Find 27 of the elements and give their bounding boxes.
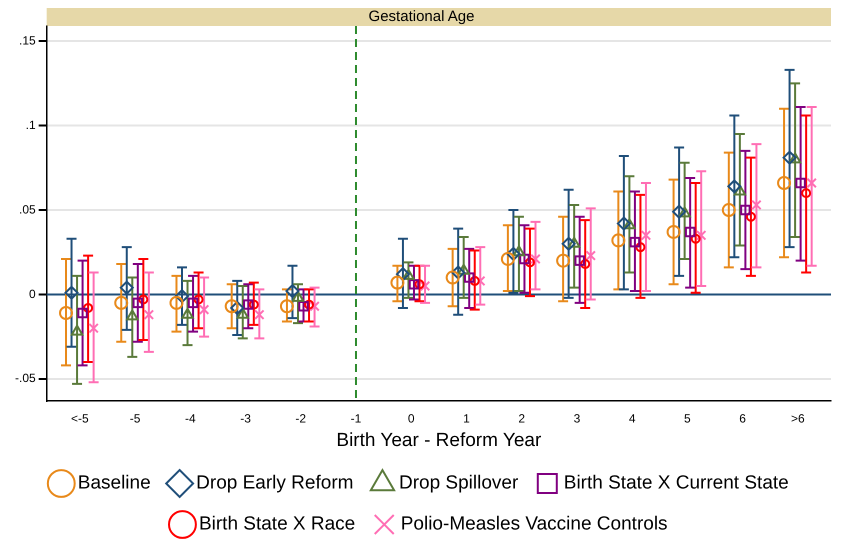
x-tick-label: -1 [350, 411, 362, 426]
y-tick-label: -.05 [14, 371, 36, 386]
x-tick-label: 6 [739, 411, 746, 426]
x-tick-label: 5 [684, 411, 692, 426]
x-tick-label: -2 [295, 411, 306, 426]
y-tick-label: .15 [18, 34, 36, 48]
x-tick-label: 2 [518, 411, 526, 426]
y-tick-label: .05 [18, 202, 36, 216]
y-tick-label: .1 [26, 118, 36, 132]
legend-label: Birth State X Current State [564, 472, 789, 494]
legend-label: Birth State X Race [198, 514, 356, 535]
legend-label: Baseline [78, 472, 151, 494]
x-tick-label: <-5 [70, 411, 89, 426]
x-axis-title: Birth Year - Reform Year [336, 430, 542, 451]
chart-title: Gestational Age [368, 8, 474, 26]
x-tick-label: 3 [574, 411, 581, 426]
x-tick-label: 4 [628, 411, 636, 426]
legend-label: Drop Spillover [398, 472, 519, 494]
legend-label: Drop Early Reform [196, 472, 354, 494]
x-tick-label: -5 [130, 411, 141, 426]
legend-label: Polio-Measles Vaccine Controls [400, 514, 668, 535]
y-tick-label: 0 [28, 286, 36, 301]
x-tick-label: >6 [791, 411, 806, 426]
x-tick-label: 0 [408, 411, 415, 426]
x-tick-label: -4 [184, 411, 196, 426]
x-tick-label: 1 [463, 411, 470, 426]
x-tick-label: -3 [240, 411, 252, 426]
